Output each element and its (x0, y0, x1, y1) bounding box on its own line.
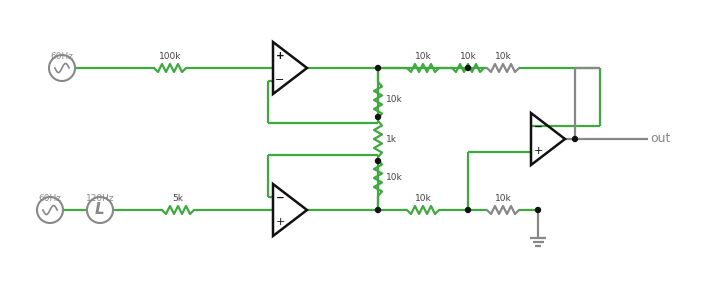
Circle shape (376, 158, 381, 164)
Text: −: − (275, 193, 285, 203)
Text: −: − (534, 122, 542, 132)
Text: L: L (95, 203, 105, 217)
Circle shape (376, 66, 381, 70)
Circle shape (466, 66, 471, 70)
Text: +: + (275, 51, 285, 61)
Text: 10k: 10k (495, 52, 511, 61)
Circle shape (572, 137, 577, 141)
Text: +: + (533, 146, 542, 156)
Text: 120Hz: 120Hz (86, 194, 114, 203)
Text: 10k: 10k (415, 194, 432, 203)
Text: 60Hz: 60Hz (38, 194, 62, 203)
Text: 10k: 10k (386, 174, 403, 182)
Text: +: + (275, 217, 285, 227)
Circle shape (376, 207, 381, 213)
Text: 10k: 10k (495, 194, 511, 203)
Circle shape (535, 207, 540, 213)
Text: 60Hz: 60Hz (50, 52, 74, 61)
Text: −: − (275, 75, 285, 85)
Text: 1k: 1k (386, 135, 397, 144)
Text: out: out (650, 133, 670, 146)
Text: 100k: 100k (159, 52, 181, 61)
Text: 10k: 10k (459, 52, 476, 61)
Circle shape (466, 207, 471, 213)
Text: 5k: 5k (173, 194, 183, 203)
Circle shape (376, 115, 381, 119)
Text: 10k: 10k (386, 95, 403, 105)
Text: 10k: 10k (415, 52, 432, 61)
